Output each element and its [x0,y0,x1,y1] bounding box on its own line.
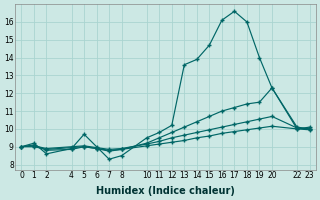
X-axis label: Humidex (Indice chaleur): Humidex (Indice chaleur) [96,186,235,196]
